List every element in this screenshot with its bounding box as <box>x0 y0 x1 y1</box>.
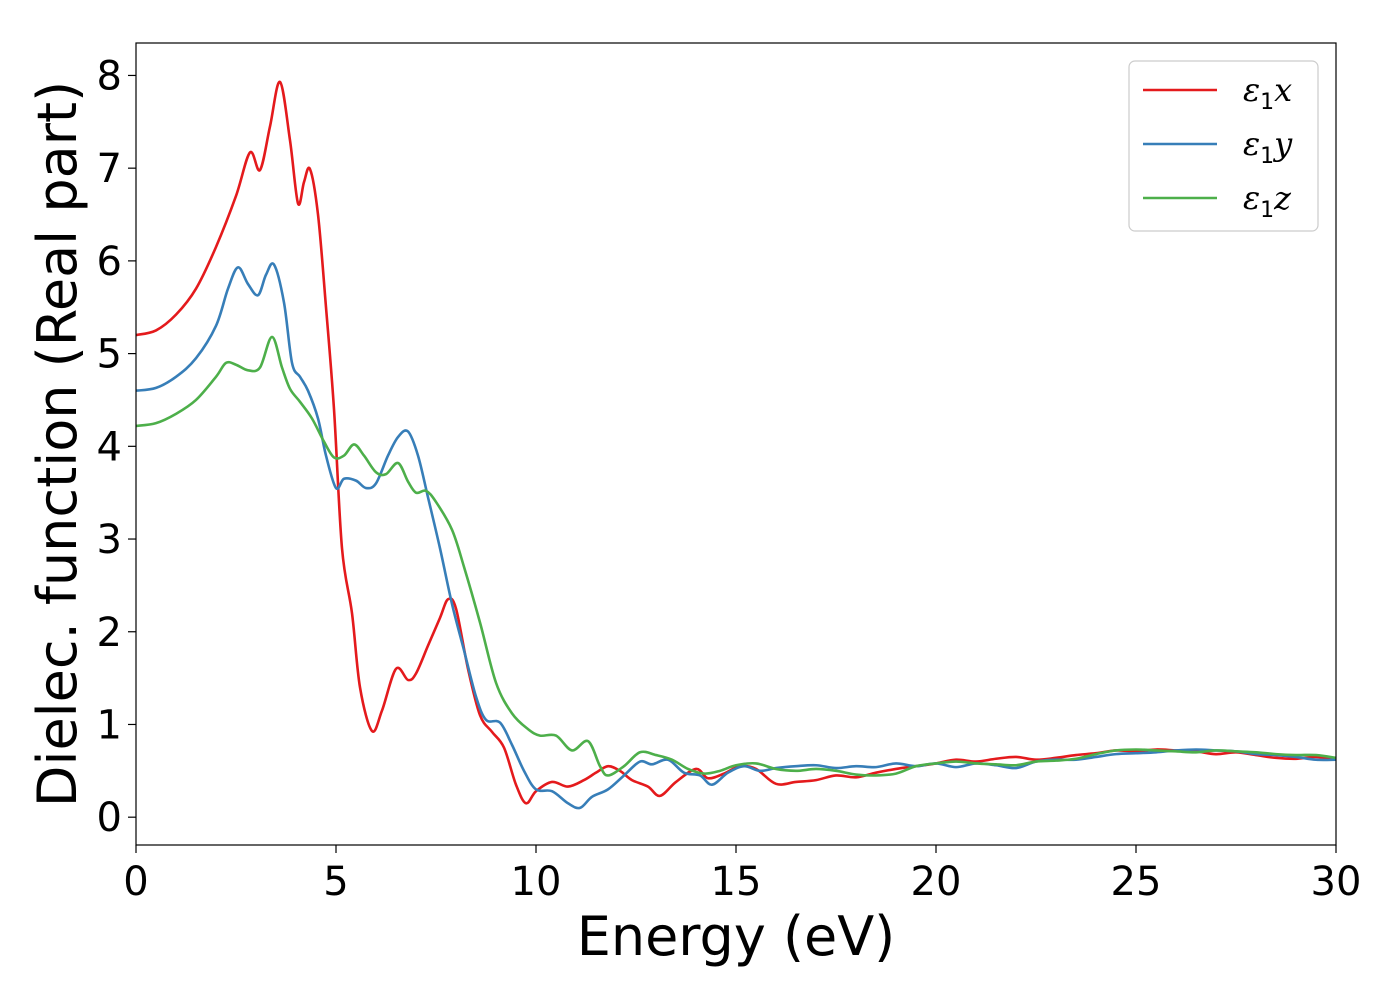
y-axis-ticks: 0 1 2 3 4 5 6 7 8 <box>97 53 136 841</box>
series-layer <box>136 80 1336 810</box>
y-axis-label: Dielec. function (Real part) <box>26 81 89 807</box>
x-tick-label: 20 <box>911 859 962 905</box>
x-tick-label: 10 <box>511 859 562 905</box>
y-tick-label: 6 <box>97 239 122 285</box>
series-line-y <box>136 262 1336 810</box>
x-axis-ticks: 0 5 10 15 20 25 30 <box>123 845 1361 905</box>
legend: ε1x ε1y ε1z <box>1128 60 1319 232</box>
legend-label-z: ε1z <box>1243 179 1292 223</box>
legend-box <box>1128 60 1319 232</box>
x-tick-label: 0 <box>123 859 148 905</box>
x-tick-label: 25 <box>1111 859 1162 905</box>
y-tick-label: 8 <box>97 53 122 99</box>
y-tick-label: 1 <box>97 702 122 748</box>
y-tick-label: 0 <box>97 795 122 841</box>
y-tick-label: 4 <box>97 424 122 470</box>
y-tick-label: 3 <box>97 517 122 563</box>
series-line-z <box>136 335 1336 777</box>
x-tick-label: 30 <box>1311 859 1362 905</box>
x-tick-label: 15 <box>711 859 762 905</box>
x-axis-label: Energy (eV) <box>577 905 896 968</box>
y-tick-label: 2 <box>97 610 122 656</box>
y-tick-label: 5 <box>97 332 122 378</box>
legend-label-y: ε1y <box>1243 125 1293 169</box>
series-line-x <box>136 80 1336 805</box>
y-tick-label: 7 <box>97 146 122 192</box>
x-tick-label: 5 <box>323 859 348 905</box>
legend-label-x: ε1x <box>1243 71 1292 115</box>
